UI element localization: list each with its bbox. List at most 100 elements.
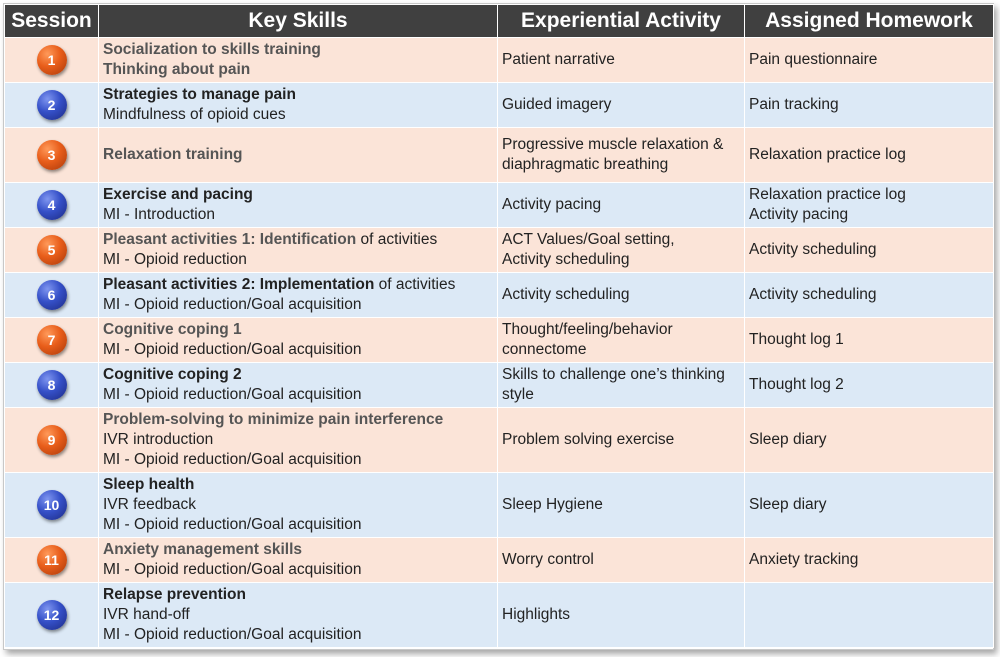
- key-skill-line: IVR hand-off: [103, 605, 493, 625]
- session-cell: 4: [4, 182, 99, 228]
- activity-line: ACT Values/Goal setting,: [502, 231, 675, 248]
- key-skills-cell: Strategies to manage pain Mindfulness of …: [98, 82, 498, 128]
- key-skills-cell: Relaxation training: [98, 127, 498, 183]
- activity-line: Guided imagery: [502, 96, 612, 113]
- header-experiential-activity: Experiential Activity: [497, 4, 745, 38]
- homework-line: Pain tracking: [749, 96, 839, 113]
- homework-cell: Pain tracking: [744, 82, 994, 128]
- table-row: 1 Socialization to skills training Thinkin…: [4, 37, 994, 83]
- key-skill-text: MI - Opioid reduction/Goal acquisition: [103, 341, 362, 358]
- key-skill-bold: Thinking about pain: [103, 61, 251, 78]
- activity-line: Activity scheduling: [502, 286, 630, 303]
- homework-cell: Sleep diary: [744, 472, 994, 538]
- activity-line: Progressive muscle relaxation &: [502, 136, 724, 153]
- activity-cell: Activity pacing: [497, 182, 745, 228]
- table-row: 7 Cognitive coping 1 MI - Opioid reductio…: [4, 317, 994, 363]
- homework-cell: [744, 582, 994, 648]
- activity-cell: Skills to challenge one’s thinking style: [497, 362, 745, 408]
- session-number-badge: 8: [36, 370, 67, 400]
- key-skill-text: MI - Opioid reduction/Goal acquisition: [103, 296, 362, 313]
- activity-cell: Progressive muscle relaxation & diaphragm…: [497, 127, 745, 183]
- key-skills-cell: Socialization to skills training Thinking…: [98, 37, 498, 83]
- table-row: 11 Anxiety management skills MI - Opioid r…: [4, 537, 994, 583]
- activity-cell: ACT Values/Goal setting, Activity schedul…: [497, 227, 745, 273]
- key-skills-cell: Relapse prevention IVR hand-off MI - Opioi…: [98, 582, 498, 648]
- session-cell: 11: [4, 537, 99, 583]
- session-table: Session Key Skills Experiential Activity…: [4, 4, 994, 648]
- key-skill-text: Mindfulness of opioid cues: [103, 106, 286, 123]
- table-row: 6 Pleasant activities 2: Implementation o…: [4, 272, 994, 318]
- key-skill-line: Thinking about pain: [103, 60, 493, 80]
- key-skill-line: MI - Opioid reduction/Goal acquisition: [103, 450, 493, 470]
- key-skill-text: MI - Opioid reduction/Goal acquisition: [103, 451, 362, 468]
- activity-line: Problem solving exercise: [502, 431, 675, 448]
- session-cell: 2: [4, 82, 99, 128]
- session-table-frame: Session Key Skills Experiential Activity…: [3, 3, 994, 650]
- key-skill-line: Strategies to manage pain: [103, 85, 493, 105]
- homework-line: Relaxation practice log: [749, 146, 906, 163]
- homework-line: Sleep diary: [749, 496, 827, 513]
- activity-line: connectome: [502, 341, 587, 358]
- homework-line: Activity scheduling: [749, 286, 877, 303]
- key-skill-line: Sleep health: [103, 475, 493, 495]
- key-skill-line: Relaxation training: [103, 145, 493, 165]
- key-skill-bold: Pleasant activities 1: Identification: [103, 231, 357, 248]
- activity-line: Highlights: [502, 606, 571, 623]
- session-cell: 5: [4, 227, 99, 273]
- key-skills-cell: Pleasant activities 1: Identification of…: [98, 227, 498, 273]
- key-skill-line: MI - Introduction: [103, 205, 493, 225]
- homework-line: Sleep diary: [749, 431, 827, 448]
- key-skill-line: IVR feedback: [103, 495, 493, 515]
- session-number-badge: 6: [36, 280, 67, 310]
- key-skill-text: MI - Opioid reduction/Goal acquisition: [103, 516, 362, 533]
- key-skill-line: IVR introduction: [103, 430, 493, 450]
- session-number-badge: 12: [36, 600, 67, 630]
- activity-cell: Thought/feeling/behavior connectome: [497, 317, 745, 363]
- key-skill-bold: Cognitive coping 1: [103, 321, 242, 338]
- activity-line: Activity scheduling: [502, 251, 630, 268]
- key-skill-bold: Exercise and pacing: [103, 186, 253, 203]
- key-skill-text: IVR introduction: [103, 431, 214, 448]
- key-skills-cell: Anxiety management skills MI - Opioid red…: [98, 537, 498, 583]
- key-skill-text: of activities: [356, 231, 438, 248]
- homework-cell: Relaxation practice log: [744, 127, 994, 183]
- activity-cell: Patient narrative: [497, 37, 745, 83]
- homework-cell: Sleep diary: [744, 407, 994, 473]
- key-skill-text: MI - Opioid reduction/Goal acquisition: [103, 561, 362, 578]
- key-skill-bold: Socialization to skills training: [103, 41, 321, 58]
- key-skill-line: MI - Opioid reduction/Goal acquisition: [103, 625, 493, 645]
- table-row: 4 Exercise and pacing MI - Introduction Act…: [4, 182, 994, 228]
- activity-line: Sleep Hygiene: [502, 496, 603, 513]
- table-row: 5 Pleasant activities 1: Identification o…: [4, 227, 994, 273]
- session-number-badge: 2: [36, 90, 67, 120]
- homework-line: Relaxation practice log: [749, 186, 906, 203]
- session-number-badge: 5: [36, 235, 67, 265]
- homework-line: Activity pacing: [749, 206, 849, 223]
- homework-cell: Thought log 2: [744, 362, 994, 408]
- table-row: 8 Cognitive coping 2 MI - Opioid reductio…: [4, 362, 994, 408]
- key-skill-line: Pleasant activities 2: Implementation of…: [103, 275, 493, 295]
- key-skill-line: Socialization to skills training: [103, 40, 493, 60]
- key-skill-bold: Relaxation training: [103, 146, 243, 163]
- session-number-badge: 3: [36, 140, 67, 170]
- header-key-skills: Key Skills: [98, 4, 498, 38]
- key-skill-bold: Relapse prevention: [103, 586, 246, 603]
- table-row: 9 Problem-solving to minimize pain interf…: [4, 407, 994, 473]
- session-cell: 7: [4, 317, 99, 363]
- homework-line: Anxiety tracking: [749, 551, 859, 568]
- session-number-badge: 10: [36, 490, 67, 520]
- key-skill-line: Cognitive coping 1: [103, 320, 493, 340]
- key-skill-bold: Anxiety management skills: [103, 541, 302, 558]
- session-cell: 10: [4, 472, 99, 538]
- activity-line: Activity pacing: [502, 196, 602, 213]
- activity-cell: Sleep Hygiene: [497, 472, 745, 538]
- session-number-badge: 11: [36, 545, 67, 575]
- activity-line: Skills to challenge one’s thinking: [502, 366, 725, 383]
- session-number-badge: 7: [36, 325, 67, 355]
- key-skill-text: MI - Opioid reduction/Goal acquisition: [103, 626, 362, 643]
- activity-line: Thought/feeling/behavior: [502, 321, 673, 338]
- key-skills-cell: Cognitive coping 1 MI - Opioid reduction…: [98, 317, 498, 363]
- key-skill-line: Mindfulness of opioid cues: [103, 105, 493, 125]
- homework-line: Thought log 2: [749, 376, 844, 393]
- table-row: 12 Relapse prevention IVR hand-off MI - Opi…: [4, 582, 994, 648]
